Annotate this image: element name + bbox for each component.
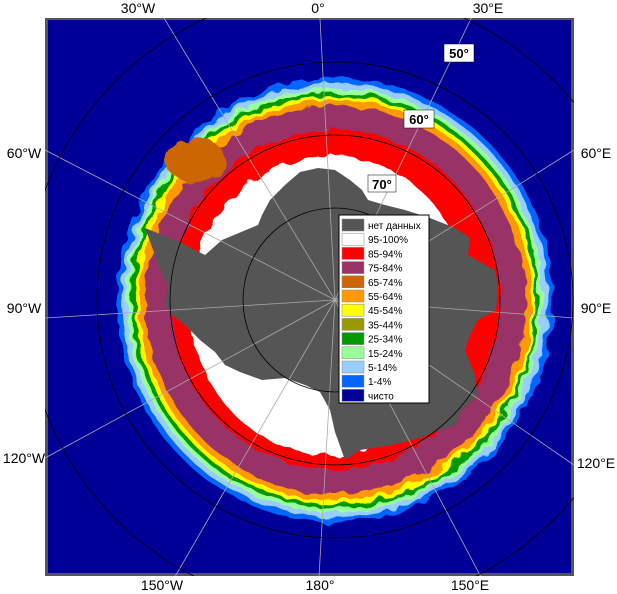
- legend-swatch: [341, 232, 365, 246]
- legend: нет данных 95-100% 85-94% 75-84% 65-74% 55-64…: [338, 214, 430, 404]
- lon-label-180: 180°: [306, 577, 335, 593]
- legend-label: 55-64%: [368, 292, 403, 303]
- lon-label-90e: 90°E: [581, 300, 612, 316]
- lon-label-120e: 120°E: [577, 455, 615, 471]
- legend-swatch: [341, 332, 365, 345]
- legend-label: 65-74%: [368, 278, 403, 289]
- lon-label-60w: 60°W: [7, 145, 42, 161]
- latitude-label-60: 60°: [403, 109, 435, 129]
- svg-text:70°: 70°: [372, 177, 392, 192]
- legend-label: 35-44%: [368, 320, 403, 331]
- lon-label-120w: 120°W: [3, 450, 46, 466]
- legend-swatch: [341, 318, 365, 331]
- legend-label: 1-4%: [368, 377, 391, 388]
- lon-label-30w: 30°W: [121, 0, 156, 16]
- legend-swatch: [341, 303, 365, 317]
- latitude-label-50: 50°: [443, 43, 475, 63]
- svg-text:60°: 60°: [409, 112, 429, 127]
- legend-label: 95-100%: [368, 235, 408, 246]
- lon-label-0: 0°: [311, 0, 324, 16]
- lon-label-30e: 30°E: [473, 0, 504, 16]
- lon-label-90w: 90°W: [7, 300, 42, 316]
- legend-swatch: [341, 218, 365, 232]
- legend-swatch: [341, 247, 365, 260]
- svg-text:50°: 50°: [449, 46, 469, 61]
- legend-swatch: [341, 360, 365, 374]
- legend-label: 45-54%: [368, 306, 403, 317]
- lon-label-150w: 150°W: [141, 577, 184, 593]
- legend-label: нет данных: [368, 221, 421, 232]
- legend-label: 75-84%: [368, 264, 403, 275]
- legend-label: чисто: [368, 391, 394, 402]
- legend-swatch: [341, 275, 365, 289]
- lon-label-60e: 60°E: [581, 145, 612, 161]
- legend-label: 85-94%: [368, 249, 403, 260]
- legend-swatch: [341, 261, 365, 274]
- legend-label: 25-34%: [368, 335, 403, 346]
- legend-label: 5-14%: [368, 363, 397, 374]
- legend-swatch: [341, 389, 365, 402]
- latitude-label-70: 70°: [367, 174, 397, 193]
- ice-patch-65-74: [165, 138, 225, 182]
- legend-swatch: [341, 374, 365, 388]
- legend-swatch: [341, 289, 365, 303]
- lon-label-150e: 150°E: [451, 577, 489, 593]
- legend-label: 15-24%: [368, 349, 403, 360]
- legend-swatch: [341, 346, 365, 360]
